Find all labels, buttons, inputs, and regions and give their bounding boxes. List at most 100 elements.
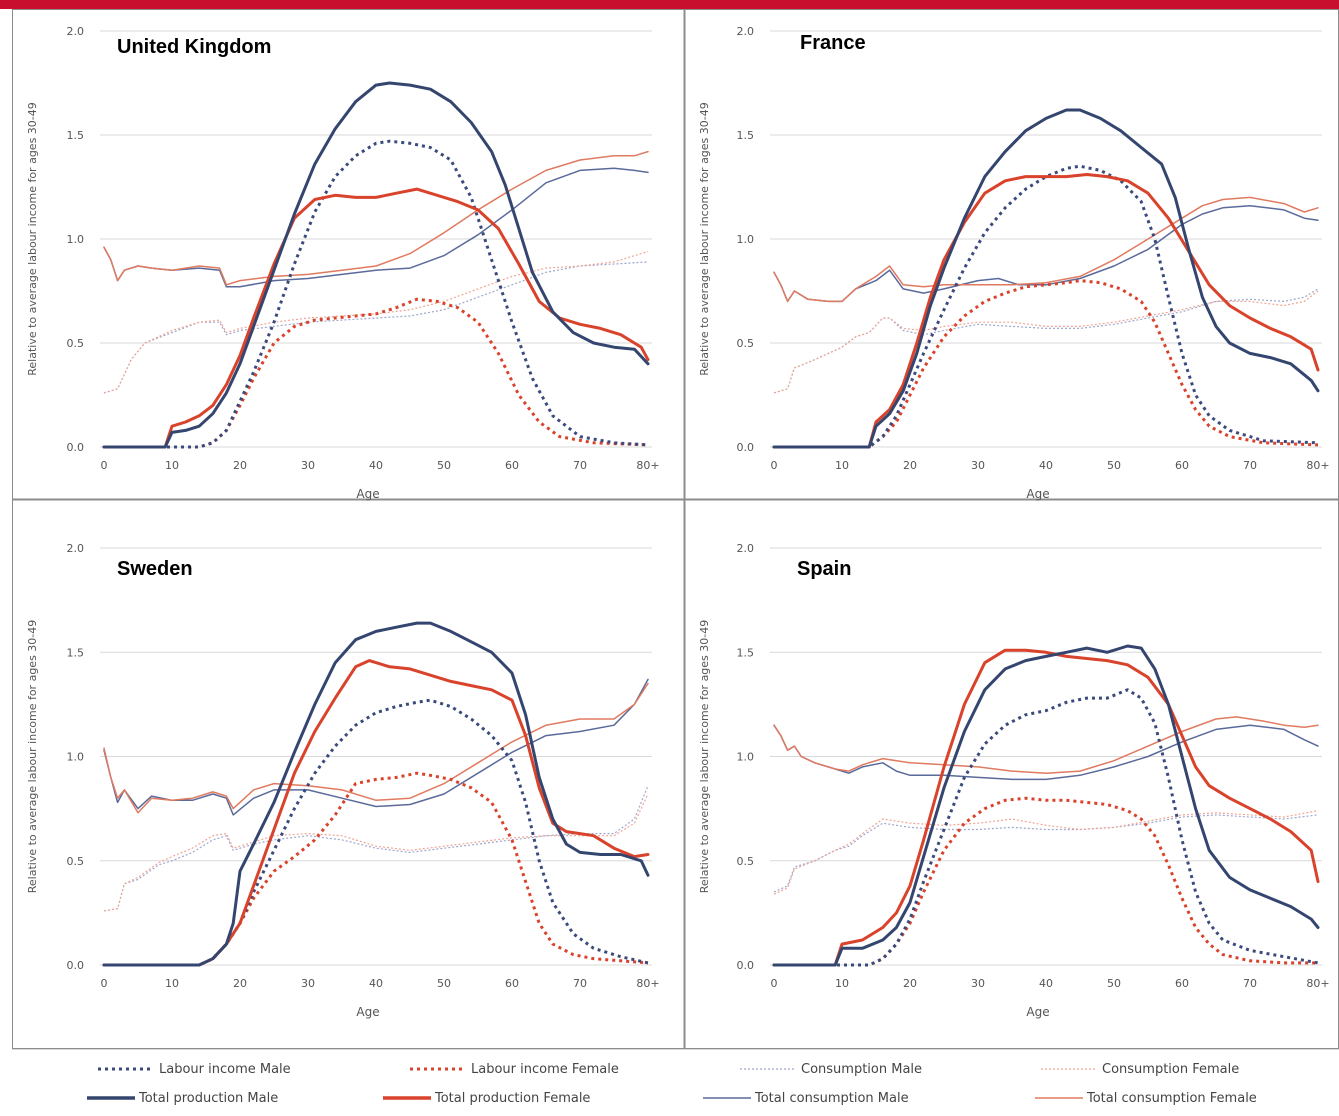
- y-tick-label: 0.5: [67, 855, 85, 868]
- x-tick-label: 80+: [1306, 459, 1329, 472]
- legend-swatch-labour-income-male: [98, 1067, 154, 1071]
- series-line-labour-income-male: [774, 688, 1319, 967]
- legend-swatch-total-consumption-female: [1035, 1097, 1083, 1099]
- series-line-labour-income-female: [104, 771, 649, 967]
- series-line-total-production-female: [102, 659, 650, 967]
- series-line-total-production-male: [772, 644, 1320, 967]
- x-tick-label: 30: [301, 459, 315, 472]
- legend-item: Consumption Male: [738, 1058, 922, 1080]
- x-tick-label: 70: [1243, 977, 1257, 990]
- legend-label: Total consumption Male: [755, 1090, 909, 1106]
- y-tick-label: 1.0: [67, 233, 85, 246]
- y-axis-title: Relative to average labour income for ag…: [698, 102, 711, 376]
- x-tick-label: 20: [233, 977, 247, 990]
- x-tick-label: 10: [165, 977, 179, 990]
- chart-legend: Labour income Male Labour income Female …: [12, 1049, 1339, 1116]
- legend-swatch-consumption-female: [1041, 1068, 1097, 1070]
- y-tick-label: 1.5: [737, 646, 755, 659]
- top-accent-bar: [0, 0, 1339, 9]
- legend-label: Labour income Male: [159, 1061, 291, 1077]
- legend-label: Labour income Female: [471, 1061, 619, 1077]
- series-line-total-consumption-female: [773, 716, 1319, 774]
- x-tick-label: 30: [301, 977, 315, 990]
- x-tick-label: 10: [835, 977, 849, 990]
- series-line-total-production-female: [772, 648, 1320, 967]
- series-line-consumption-female: [773, 290, 1319, 394]
- series-line-total-consumption-male: [773, 724, 1319, 781]
- y-axis-title: Relative to average labour income for ag…: [26, 620, 39, 894]
- legend-label: Total production Female: [435, 1090, 591, 1106]
- series-line-total-production-male: [772, 108, 1320, 449]
- series-line-total-production-male: [102, 81, 650, 449]
- series-line-total-consumption-female: [103, 150, 649, 286]
- panel-title: France: [800, 32, 866, 54]
- legend-label: Total production Male: [139, 1090, 279, 1106]
- x-tick-label: 30: [971, 459, 985, 472]
- legend-item: Total consumption Male: [702, 1087, 909, 1109]
- y-tick-label: 1.5: [737, 129, 755, 142]
- x-tick-label: 70: [573, 977, 587, 990]
- legend-swatch-total-consumption-male: [703, 1097, 751, 1099]
- y-axis-title: Relative to average labour income for ag…: [26, 102, 39, 376]
- x-tick-label: 20: [903, 977, 917, 990]
- legend-swatch-total-production-male: [87, 1096, 135, 1100]
- series-line-total-production-female: [772, 173, 1320, 449]
- series-line-consumption-female: [103, 250, 649, 394]
- series-line-total-consumption-male: [773, 204, 1319, 303]
- series-line-labour-income-female: [774, 796, 1318, 967]
- y-tick-label: 0.5: [737, 855, 755, 868]
- series-line-labour-income-male: [774, 164, 1319, 449]
- y-tick-label: 0.0: [67, 959, 85, 972]
- legend-swatch-total-production-female: [383, 1096, 431, 1100]
- y-axis-title: Relative to average labour income for ag…: [698, 620, 711, 894]
- y-tick-label: 0.5: [67, 337, 85, 350]
- series-line-labour-income-female: [104, 297, 649, 449]
- legend-label: Consumption Male: [801, 1061, 923, 1077]
- x-tick-label: 80+: [636, 459, 659, 472]
- x-axis-title: Age: [356, 487, 379, 501]
- x-tick-label: 50: [1107, 459, 1121, 472]
- y-tick-label: 1.5: [67, 646, 85, 659]
- x-tick-label: 50: [437, 459, 451, 472]
- x-tick-label: 0: [101, 459, 108, 472]
- legend-label: Consumption Female: [1102, 1061, 1240, 1077]
- chart-figure: 0.0 0.5 1.0 1.5 2.0 0 10 20 30 40 50 60 70 80+ Age Rela…: [12, 9, 1339, 1049]
- panel-title: Sweden: [117, 558, 193, 580]
- x-axis-title: Age: [356, 1005, 379, 1019]
- x-tick-label: 70: [1243, 459, 1257, 472]
- y-tick-label: 1.0: [737, 751, 755, 764]
- series-line-labour-income-male: [104, 698, 649, 967]
- x-tick-label: 40: [1039, 459, 1053, 472]
- x-tick-label: 50: [437, 977, 451, 990]
- x-tick-label: 60: [505, 459, 519, 472]
- x-tick-label: 80+: [1306, 977, 1329, 990]
- x-tick-label: 50: [1107, 977, 1121, 990]
- y-tick-label: 2.0: [737, 25, 755, 38]
- figure-frame: [12, 9, 1339, 1049]
- x-tick-label: 40: [369, 459, 383, 472]
- x-tick-label: 70: [573, 459, 587, 472]
- legend-item: Total production Male: [86, 1087, 278, 1109]
- x-tick-label: 80+: [636, 977, 659, 990]
- x-tick-label: 10: [165, 459, 179, 472]
- y-tick-label: 0.5: [737, 337, 755, 350]
- x-tick-label: 0: [771, 977, 778, 990]
- legend-item: Total production Female: [382, 1087, 590, 1109]
- legend-label: Total consumption Female: [1087, 1090, 1257, 1106]
- x-tick-label: 0: [101, 977, 108, 990]
- series-line-total-consumption-male: [103, 678, 649, 816]
- x-tick-label: 30: [971, 977, 985, 990]
- y-tick-label: 1.0: [67, 751, 85, 764]
- x-axis-title: Age: [1026, 1005, 1049, 1019]
- x-tick-label: 60: [1175, 459, 1189, 472]
- x-tick-label: 0: [771, 459, 778, 472]
- y-tick-label: 0.0: [737, 441, 755, 454]
- series-line-consumption-male: [773, 814, 1319, 893]
- series-line-consumption-female: [103, 793, 649, 912]
- panel-title: Spain: [797, 558, 851, 580]
- x-axis-title: Age: [1026, 487, 1049, 501]
- legend-item: Labour income Male: [96, 1058, 291, 1080]
- legend-item: Total consumption Female: [1034, 1087, 1257, 1109]
- legend-swatch-labour-income-female: [410, 1067, 466, 1071]
- x-tick-label: 40: [1039, 977, 1053, 990]
